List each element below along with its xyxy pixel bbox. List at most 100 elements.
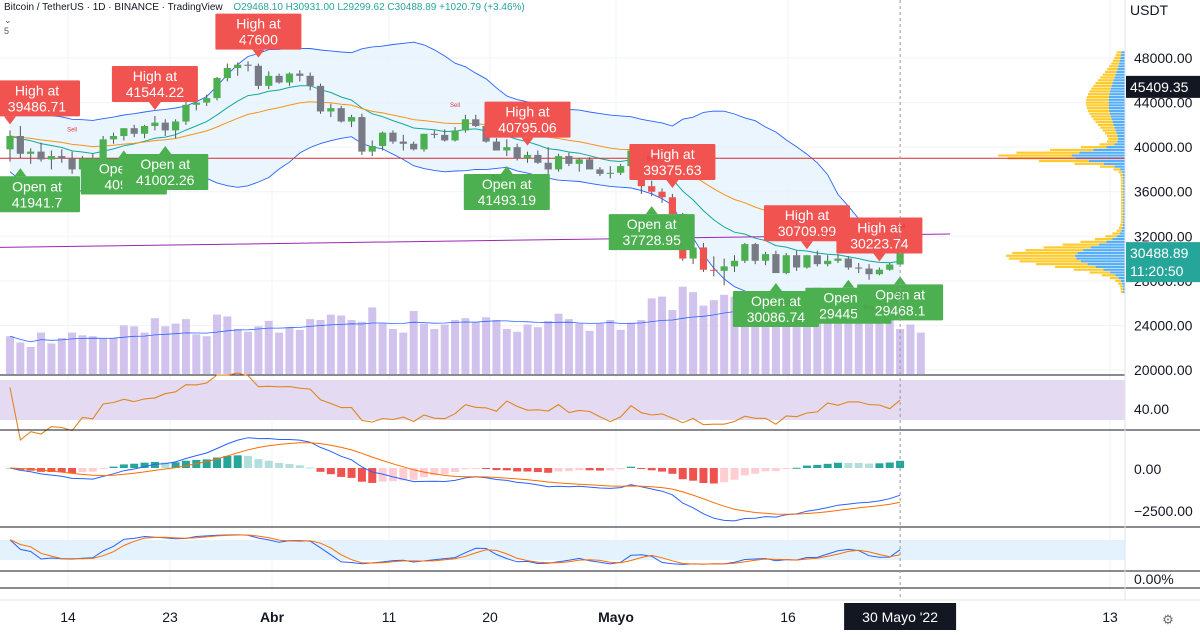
candle-body[interactable] bbox=[316, 85, 325, 112]
candle-body[interactable] bbox=[865, 268, 873, 275]
candle-body[interactable] bbox=[689, 247, 697, 259]
candle-body[interactable] bbox=[358, 117, 366, 152]
annotation-box[interactable] bbox=[763, 205, 850, 242]
symbol-line[interactable]: Bitcoin / TetherUS · 1D · BINANCE · Trad… bbox=[4, 2, 525, 13]
candle-body[interactable] bbox=[347, 117, 356, 122]
candle-body[interactable] bbox=[844, 258, 852, 268]
annotation-box[interactable] bbox=[484, 101, 571, 138]
candle-body[interactable] bbox=[824, 260, 832, 265]
candle-body[interactable] bbox=[244, 64, 252, 66]
candle-body[interactable] bbox=[586, 159, 594, 170]
candle-body[interactable] bbox=[503, 147, 511, 151]
candle-body[interactable] bbox=[523, 154, 532, 159]
candle-body[interactable] bbox=[306, 75, 314, 86]
candle-body[interactable] bbox=[223, 68, 231, 79]
candle-body[interactable] bbox=[120, 128, 128, 136]
candle-body[interactable] bbox=[793, 255, 801, 268]
annotation-box[interactable] bbox=[629, 143, 716, 180]
candle-body[interactable] bbox=[803, 255, 811, 268]
candle-body[interactable] bbox=[254, 65, 262, 86]
candle-body[interactable] bbox=[886, 264, 894, 270]
candle-body[interactable] bbox=[565, 156, 573, 164]
candle-body[interactable] bbox=[648, 186, 656, 192]
candle-body[interactable] bbox=[130, 128, 138, 134]
candle-body[interactable] bbox=[161, 122, 169, 131]
chevron-down-icon[interactable]: ⌄ bbox=[4, 15, 12, 25]
settings-gear-icon[interactable]: ⚙ bbox=[1162, 612, 1174, 627]
candle-body[interactable] bbox=[213, 78, 221, 99]
price-marker-top[interactable] bbox=[1126, 75, 1200, 98]
candle-body[interactable] bbox=[782, 255, 790, 274]
candle-body[interactable] bbox=[172, 121, 180, 131]
candle-body[interactable] bbox=[389, 132, 397, 142]
annotation-box[interactable] bbox=[463, 174, 550, 211]
candle-body[interactable] bbox=[741, 244, 749, 261]
candle-body[interactable] bbox=[410, 143, 418, 150]
candle-body[interactable] bbox=[265, 75, 273, 86]
indicator-toggle[interactable]: ⌄ 5 bbox=[4, 15, 12, 36]
candle-body[interactable] bbox=[451, 130, 459, 141]
annotation-box[interactable] bbox=[732, 291, 819, 328]
candle-body[interactable] bbox=[772, 254, 780, 274]
candle-body[interactable] bbox=[58, 156, 66, 159]
candle-body[interactable] bbox=[192, 102, 200, 105]
candle-body[interactable] bbox=[554, 156, 563, 170]
candle-body[interactable] bbox=[699, 247, 708, 270]
annotation-box[interactable] bbox=[836, 217, 923, 254]
annotation-box[interactable] bbox=[608, 214, 695, 251]
candle-body[interactable] bbox=[399, 141, 407, 144]
candle-body[interactable] bbox=[813, 255, 821, 265]
candle-body[interactable] bbox=[720, 266, 728, 271]
candle-body[interactable] bbox=[379, 132, 387, 147]
candle-body[interactable] bbox=[534, 154, 542, 163]
candle-body[interactable] bbox=[47, 156, 55, 160]
candle-body[interactable] bbox=[337, 108, 345, 122]
candle-body[interactable] bbox=[834, 258, 842, 261]
price-marker-last[interactable] bbox=[1126, 242, 1200, 283]
candle-body[interactable] bbox=[472, 119, 480, 126]
candle-body[interactable] bbox=[668, 197, 676, 214]
candle-body[interactable] bbox=[596, 169, 604, 174]
candle-body[interactable] bbox=[441, 134, 449, 141]
candle-body[interactable] bbox=[296, 73, 304, 76]
candle-body[interactable] bbox=[6, 136, 14, 150]
candle-body[interactable] bbox=[461, 119, 469, 131]
annotation-box[interactable] bbox=[215, 13, 302, 50]
candle-body[interactable] bbox=[430, 133, 438, 135]
candle-body[interactable] bbox=[658, 191, 666, 198]
candle-body[interactable] bbox=[203, 98, 211, 103]
annotation-box[interactable] bbox=[122, 154, 209, 190]
candle-body[interactable] bbox=[68, 158, 76, 170]
candle-body[interactable] bbox=[710, 269, 718, 271]
candle-body[interactable] bbox=[140, 125, 149, 134]
candle-body[interactable] bbox=[875, 269, 883, 275]
candle-body[interactable] bbox=[513, 147, 521, 159]
symbol-title[interactable]: Bitcoin / TetherUS · 1D · BINANCE · Trad… bbox=[4, 2, 223, 13]
candle-body[interactable] bbox=[182, 104, 190, 122]
candle-body[interactable] bbox=[37, 151, 45, 160]
candle-body[interactable] bbox=[285, 73, 294, 83]
candle-body[interactable] bbox=[617, 166, 625, 173]
annotation-box[interactable] bbox=[111, 65, 198, 102]
candle-body[interactable] bbox=[730, 260, 739, 267]
candle-body[interactable] bbox=[16, 136, 24, 154]
candle-body[interactable] bbox=[575, 159, 583, 164]
candle-body[interactable] bbox=[109, 136, 118, 140]
candle-body[interactable] bbox=[275, 75, 283, 83]
candle-body[interactable] bbox=[544, 162, 552, 170]
candle-body[interactable] bbox=[761, 254, 770, 261]
candle-body[interactable] bbox=[27, 151, 35, 154]
annotation-box[interactable] bbox=[0, 80, 80, 117]
candle-body[interactable] bbox=[606, 172, 614, 174]
candle-body[interactable] bbox=[327, 108, 335, 112]
candle-body[interactable] bbox=[855, 267, 863, 269]
current-date-marker[interactable] bbox=[844, 603, 957, 630]
candle-body[interactable] bbox=[234, 64, 242, 69]
annotation-box[interactable] bbox=[0, 176, 80, 213]
candle-body[interactable] bbox=[420, 133, 428, 150]
candle-body[interactable] bbox=[151, 122, 159, 126]
candle-body[interactable] bbox=[492, 141, 501, 151]
candle-body[interactable] bbox=[751, 244, 759, 261]
